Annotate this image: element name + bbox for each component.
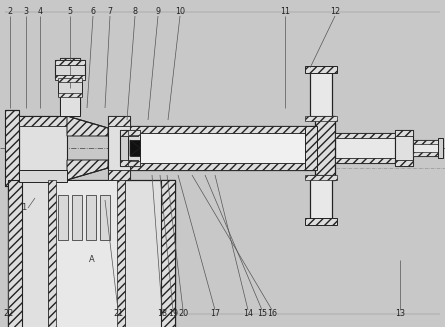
Text: 16: 16 xyxy=(267,309,277,318)
Bar xyxy=(86,195,96,240)
Bar xyxy=(413,140,441,156)
Bar xyxy=(335,133,395,163)
Text: A: A xyxy=(89,255,95,265)
Bar xyxy=(58,78,82,96)
Bar xyxy=(128,130,140,166)
Bar xyxy=(130,126,315,170)
Bar xyxy=(335,133,395,138)
Bar xyxy=(413,140,441,144)
Polygon shape xyxy=(67,160,108,180)
Bar xyxy=(58,93,82,97)
Bar xyxy=(395,130,413,166)
Text: 15: 15 xyxy=(257,309,267,318)
Bar xyxy=(120,130,138,166)
Bar xyxy=(305,175,337,180)
Bar xyxy=(55,75,85,80)
Bar xyxy=(128,161,140,166)
Bar xyxy=(120,160,138,166)
Bar xyxy=(8,180,175,327)
Text: 4: 4 xyxy=(37,8,43,16)
Text: 10: 10 xyxy=(175,8,185,16)
Bar xyxy=(100,195,110,240)
Bar xyxy=(8,180,22,327)
Bar xyxy=(335,158,395,163)
Text: 12: 12 xyxy=(330,8,340,16)
Bar xyxy=(117,180,125,327)
Text: 2: 2 xyxy=(8,8,12,16)
Text: 22: 22 xyxy=(3,309,13,318)
Bar xyxy=(5,110,19,186)
Bar xyxy=(108,116,130,126)
Bar xyxy=(305,126,317,170)
Bar xyxy=(19,116,67,180)
Bar xyxy=(120,130,138,136)
Bar xyxy=(413,152,441,156)
Bar xyxy=(138,133,315,163)
Bar xyxy=(161,180,175,327)
Bar xyxy=(19,170,67,180)
Text: 18: 18 xyxy=(157,309,167,318)
Text: 11: 11 xyxy=(280,8,290,16)
Text: 20: 20 xyxy=(178,309,188,318)
Bar xyxy=(19,170,67,182)
Text: 5: 5 xyxy=(68,8,73,16)
Bar xyxy=(72,195,82,240)
Bar xyxy=(305,218,337,225)
Bar xyxy=(315,116,335,180)
Bar xyxy=(55,60,85,78)
Bar xyxy=(305,116,337,121)
Bar xyxy=(60,58,80,113)
Text: 6: 6 xyxy=(90,8,96,16)
Bar xyxy=(55,60,85,65)
Bar xyxy=(58,195,68,240)
Bar xyxy=(130,140,140,156)
Text: 1: 1 xyxy=(21,203,27,213)
Bar xyxy=(60,96,80,116)
Text: 19: 19 xyxy=(168,309,178,318)
Bar xyxy=(19,116,67,126)
Bar xyxy=(60,58,80,65)
Text: 9: 9 xyxy=(155,8,161,16)
Bar xyxy=(305,66,337,73)
Text: 17: 17 xyxy=(210,309,220,318)
Text: 7: 7 xyxy=(107,8,113,16)
Bar xyxy=(438,138,443,158)
Bar xyxy=(48,180,56,327)
Bar xyxy=(128,130,140,135)
Text: 21: 21 xyxy=(113,309,123,318)
Bar xyxy=(130,126,315,133)
Text: 13: 13 xyxy=(395,309,405,318)
Bar xyxy=(58,78,82,82)
Bar xyxy=(130,163,315,170)
Bar xyxy=(310,175,332,220)
Text: 3: 3 xyxy=(24,8,28,16)
Text: 8: 8 xyxy=(133,8,138,16)
Text: 14: 14 xyxy=(243,309,253,318)
Bar xyxy=(395,130,413,136)
Bar xyxy=(108,116,130,180)
Bar xyxy=(310,68,332,116)
Bar xyxy=(395,160,413,166)
Bar xyxy=(48,180,125,327)
Bar xyxy=(108,170,130,180)
Polygon shape xyxy=(67,116,108,136)
Polygon shape xyxy=(130,140,140,156)
